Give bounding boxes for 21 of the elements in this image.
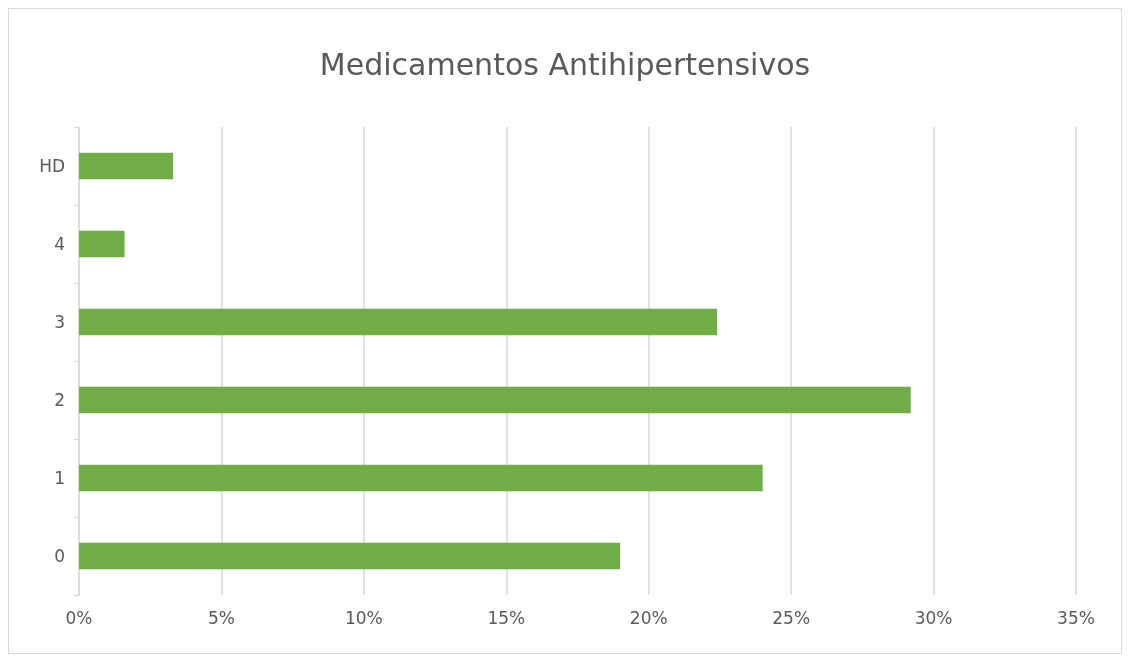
- x-tick-label: 15%: [487, 607, 526, 628]
- y-tick-label: HD: [39, 156, 65, 176]
- bar: [79, 542, 621, 570]
- x-tick-label: 0%: [65, 607, 93, 628]
- x-tick-label: 25%: [772, 607, 811, 628]
- y-tick-label: 3: [54, 312, 65, 332]
- bar: [79, 152, 173, 180]
- bar: [79, 308, 718, 336]
- y-tick-label: 0: [54, 546, 65, 566]
- y-tick-label: 2: [54, 390, 65, 410]
- x-tick-label: 20%: [629, 607, 668, 628]
- x-tick-label: 10%: [344, 607, 383, 628]
- x-tick-label: 5%: [207, 607, 235, 628]
- x-tick-label: 35%: [1057, 607, 1095, 628]
- chart-title: Medicamentos Antihipertensivos: [319, 46, 811, 82]
- bar: [79, 464, 763, 492]
- y-tick-label: 1: [54, 468, 65, 488]
- bar: [79, 230, 125, 258]
- bar: [79, 386, 911, 414]
- y-tick-label: 4: [54, 234, 65, 254]
- x-tick-label: 30%: [914, 607, 953, 628]
